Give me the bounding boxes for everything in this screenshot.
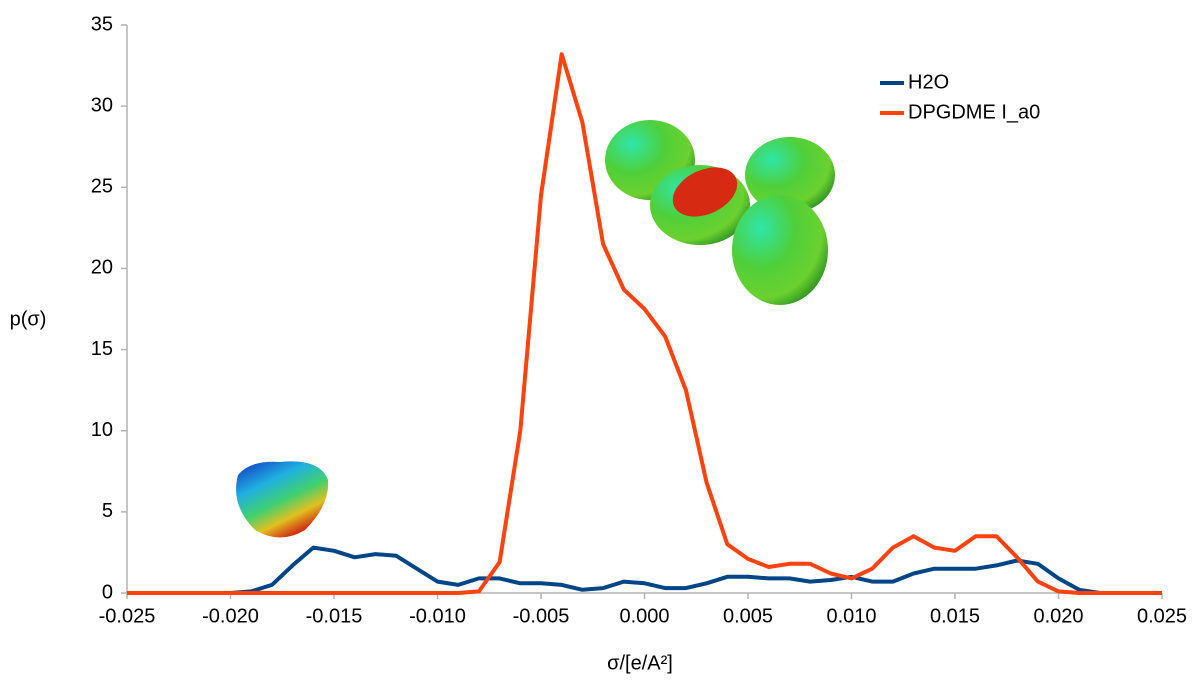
x-tick-label: 0.000 [619,605,669,627]
y-tick-label: 35 [91,13,113,35]
x-tick-label: 0.025 [1137,605,1187,627]
y-tick-label: 20 [91,257,113,279]
water-image [236,461,329,538]
legend-label: DPGDME I_a0 [908,101,1040,123]
x-tick-label: -0.025 [99,605,156,627]
molecule-image [605,120,835,305]
x-tick-label: 0.015 [930,605,980,627]
series-line [127,52,1162,595]
y-tick-label: 5 [102,500,113,522]
x-tick-label: -0.005 [513,605,570,627]
y-tick-label: 0 [102,581,113,603]
y-tick-label: 30 [91,94,113,116]
y-tick-label: 25 [91,176,113,198]
legend-label: H2O [908,71,949,93]
series-line [127,545,1162,595]
x-axis-label: σ/[e/A²] [607,652,673,674]
y-tick-label: 15 [91,338,113,360]
y-tick-label: 10 [91,419,113,441]
y-axis-label: p(σ) [10,308,47,330]
x-tick-label: -0.015 [306,605,363,627]
x-tick-label: 0.020 [1033,605,1083,627]
x-tick-label: 0.010 [826,605,876,627]
x-tick-label: -0.010 [409,605,466,627]
x-tick-label: 0.005 [723,605,773,627]
x-tick-label: -0.020 [202,605,259,627]
